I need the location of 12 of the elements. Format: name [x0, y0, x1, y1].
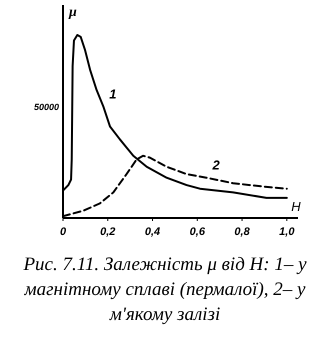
- text: Рис. 7.11. Залежність μ від H: 1– у магнітному сплаві (пермалої), 2– у м'якому залізі: [22, 254, 308, 325]
- x-tick-label: 0,2: [100, 226, 116, 238]
- series-label: 2: [211, 158, 220, 173]
- y-axis-title: μ: [68, 5, 77, 20]
- x-tick-label: 0,6: [190, 226, 206, 238]
- x-tick-label: 0: [60, 226, 67, 238]
- x-tick-label: 0,8: [234, 226, 251, 238]
- text: 50000: [34, 102, 59, 112]
- x-tick-label: 0,4: [144, 226, 160, 238]
- series-label: 1: [109, 86, 117, 102]
- x-axis-title: H: [291, 199, 302, 214]
- x-tick-label: 1,0: [279, 226, 296, 238]
